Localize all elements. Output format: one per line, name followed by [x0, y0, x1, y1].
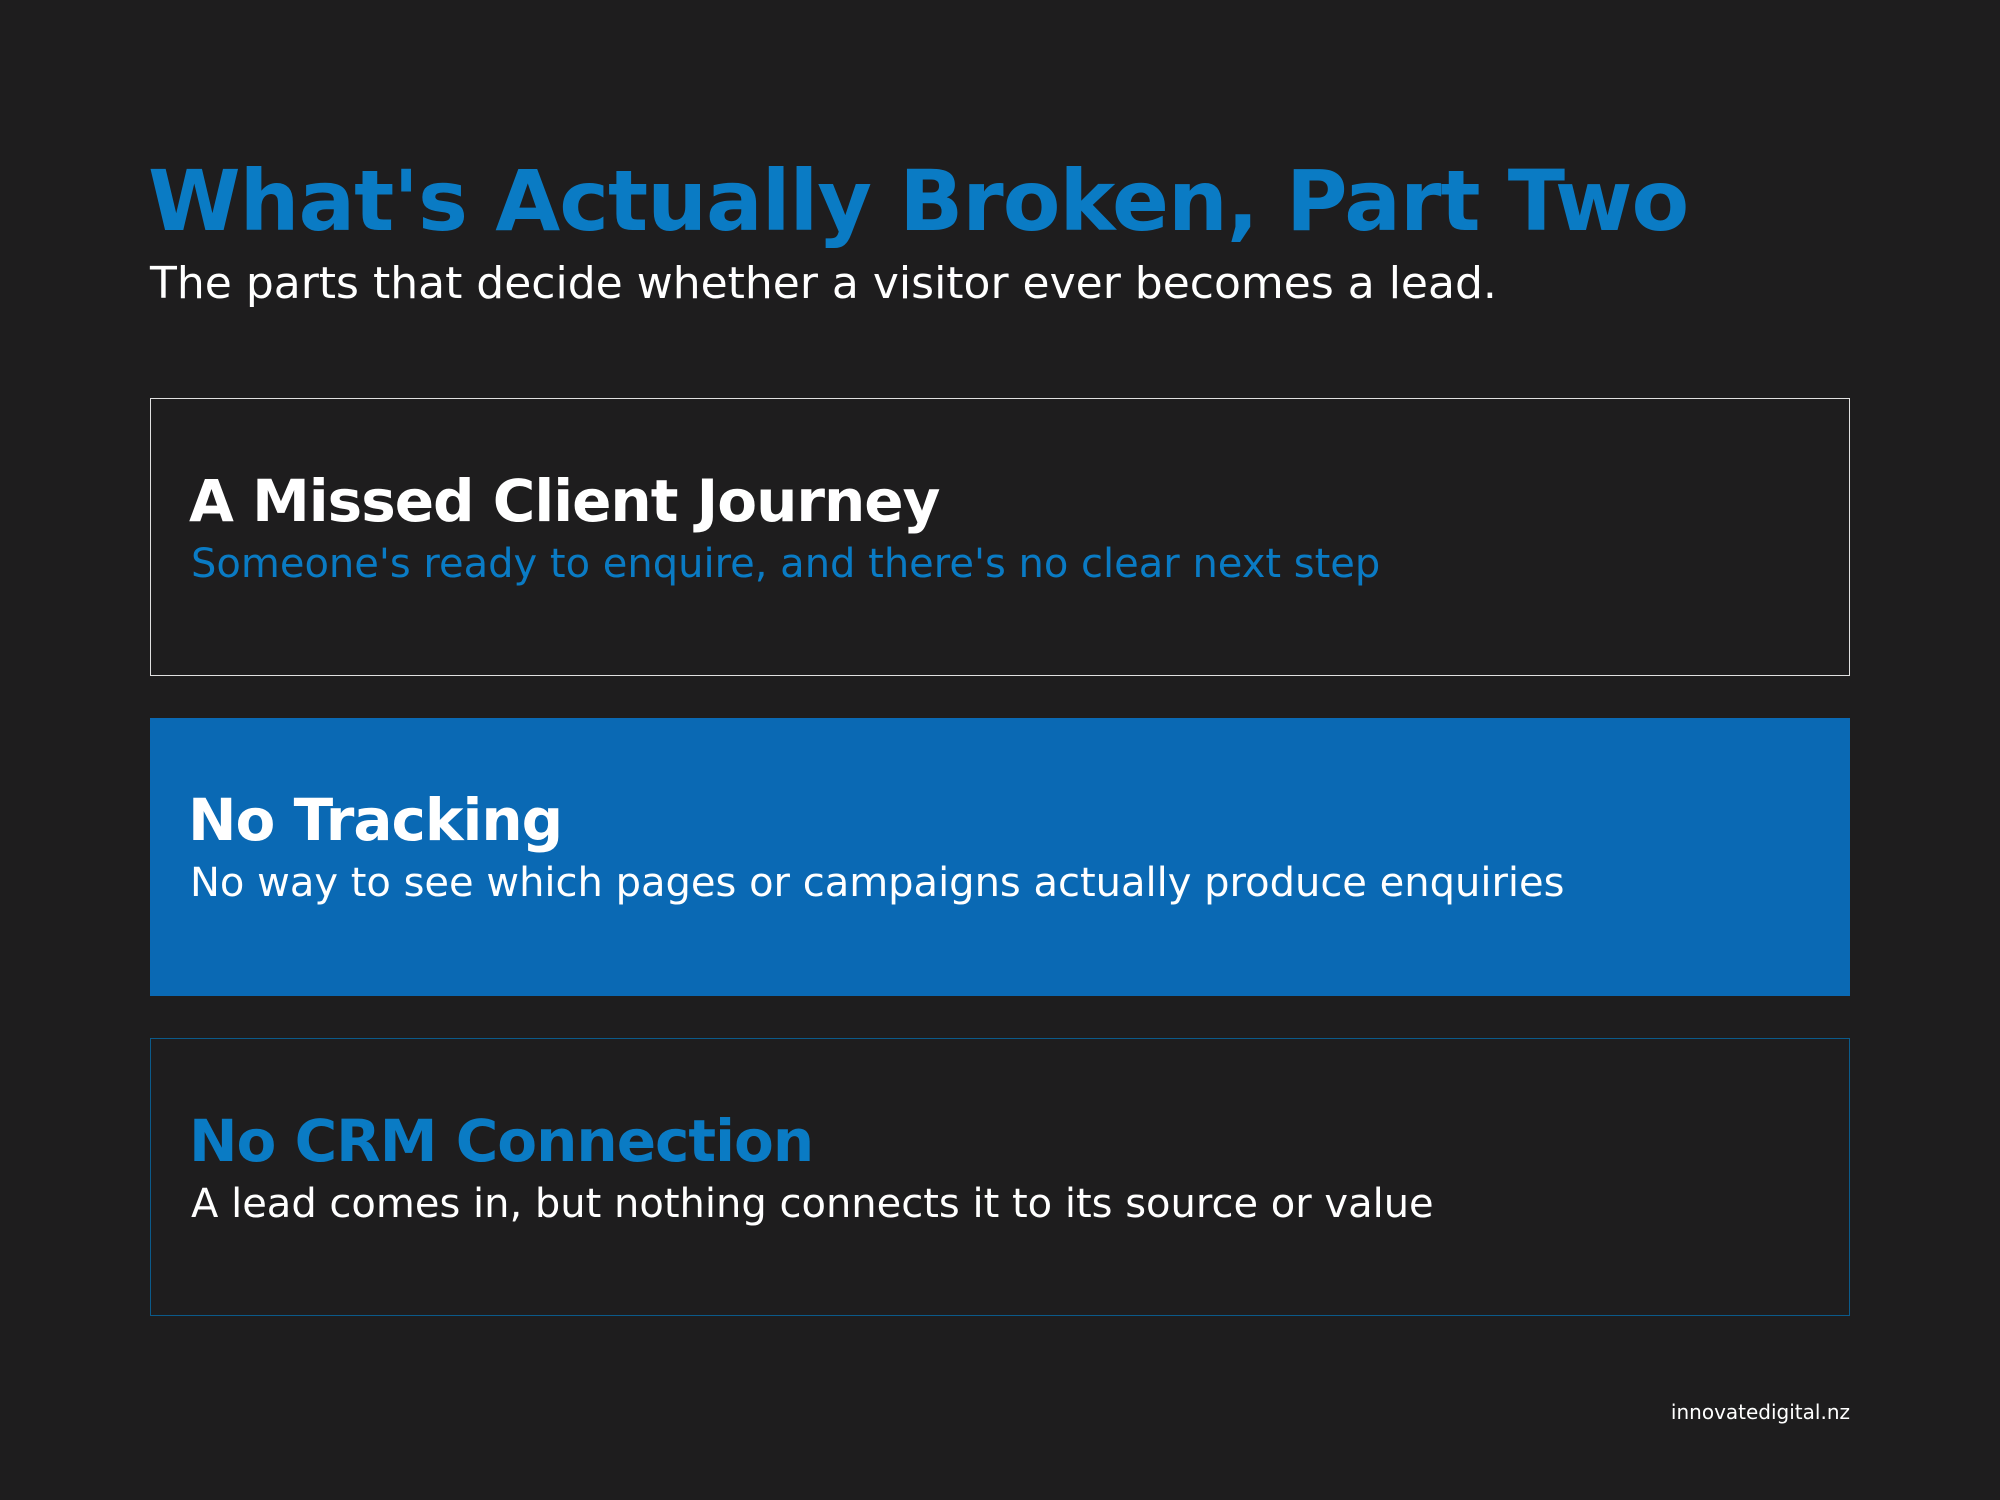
card-text: A lead comes in, but nothing connects it…: [191, 1181, 1434, 1227]
subtitle: The parts that decide whether a visitor …: [150, 258, 1497, 309]
card-title: No Tracking: [188, 786, 563, 854]
card-text: No way to see which pages or campaigns a…: [190, 860, 1565, 906]
card-title: No CRM Connection: [189, 1107, 814, 1175]
card-text: Someone's ready to enquire, and there's …: [191, 541, 1381, 587]
card: No Tracking No way to see which pages or…: [150, 718, 1850, 996]
card-title: A Missed Client Journey: [189, 467, 940, 535]
footer: innovatedigital.nz: [1670, 1400, 1850, 1424]
card: A Missed Client Journey Someone's ready …: [150, 398, 1850, 676]
title: What's Actually Broken, Part Two: [148, 152, 1689, 250]
card: No CRM Connection A lead comes in, but n…: [150, 1038, 1850, 1316]
